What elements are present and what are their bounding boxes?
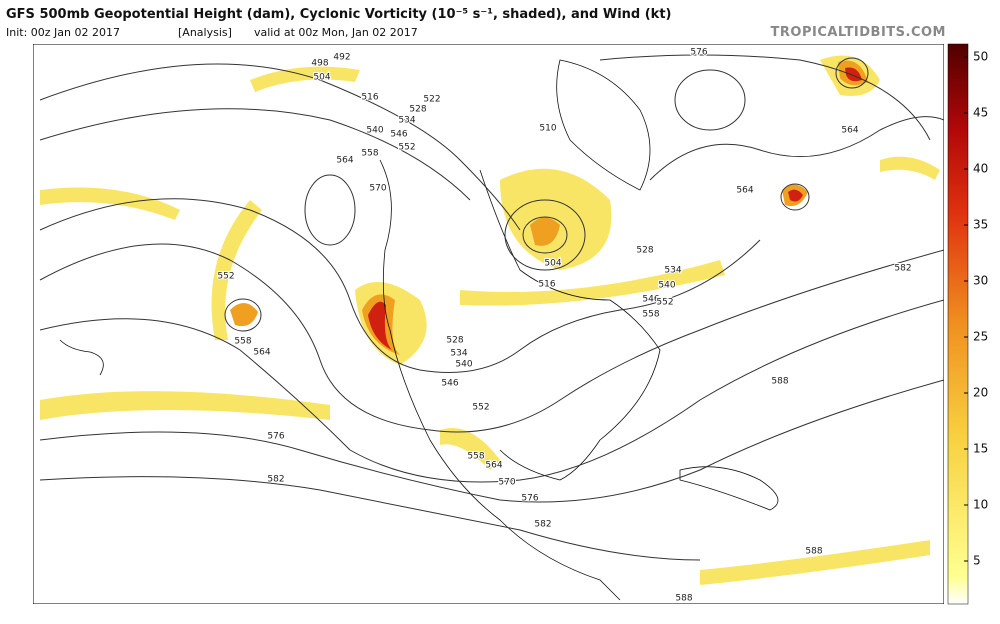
colorbar-tick-label: 20	[973, 386, 988, 400]
colorbar-tick-label: 40	[973, 162, 988, 176]
contour-label: 552	[656, 298, 673, 308]
colorbar-tick-label: 45	[973, 106, 988, 120]
contour-label: 576	[521, 494, 538, 504]
contour-label: 570	[369, 184, 386, 194]
contour-label: 558	[361, 149, 378, 159]
map-frame	[33, 44, 944, 604]
contour-label: 582	[894, 264, 911, 274]
contour-label: 540	[366, 126, 383, 136]
contour-label: 540	[455, 360, 472, 370]
contour-label: 558	[234, 337, 251, 347]
colorbar-tick-label: 25	[973, 330, 988, 344]
colorbar-ticks: 5 10 15 20 25 30 35 40 45 50	[964, 50, 988, 568]
run-type: [Analysis]	[178, 26, 232, 39]
title: GFS 500mb Geopotential Height (dam), Cyc…	[6, 7, 672, 22]
contour-label: 534	[398, 116, 415, 126]
contour-label: 510	[539, 124, 556, 134]
contour-label: 528	[446, 336, 463, 346]
contour-label: 564	[841, 126, 858, 136]
contour-label: 492	[333, 53, 350, 63]
contour-label: 504	[313, 73, 330, 83]
contour-label: 582	[534, 520, 551, 530]
contour-label: 564	[736, 186, 753, 196]
contour-label: 552	[472, 403, 489, 413]
colorbar-tick-label: 5	[973, 554, 981, 568]
contour-label: 552	[217, 272, 234, 282]
contour-label: 528	[409, 105, 426, 115]
contour-label: 582	[267, 475, 284, 485]
contour-label: 504	[544, 259, 561, 269]
contour-label: 552	[398, 143, 415, 153]
contour-label: 564	[253, 348, 270, 358]
colorbar-tick-label: 10	[973, 498, 988, 512]
source: TROPICALTIDBITS.COM	[771, 25, 946, 40]
colorbar-tick-label: 35	[973, 218, 988, 232]
contour-label: 516	[361, 93, 378, 103]
contour-label: 522	[423, 95, 440, 105]
colorbar-tick-label: 50	[973, 50, 988, 64]
contour-label: 576	[690, 48, 707, 58]
contour-label: 558	[642, 310, 659, 320]
init-time: Init: 00z Jan 02 2017	[6, 26, 120, 39]
contour-label: 534	[664, 266, 681, 276]
contour-label: 564	[485, 461, 502, 471]
contour-label: 588	[805, 547, 822, 557]
contour-label: 588	[675, 594, 692, 604]
colorbar	[947, 43, 969, 605]
colorbar-tick-label: 15	[973, 442, 988, 456]
contour-label: 564	[336, 156, 353, 166]
contour-label: 570	[498, 478, 515, 488]
contour-label: 546	[390, 130, 407, 140]
valid-time: valid at 00z Mon, Jan 02 2017	[254, 26, 418, 39]
colorbar-tick-label: 30	[973, 274, 988, 288]
contour-label: 528	[636, 246, 653, 256]
contour-label: 534	[450, 349, 467, 359]
contour-label: 516	[538, 280, 555, 290]
vorticity	[40, 55, 940, 585]
contour-label: 588	[771, 377, 788, 387]
coastlines	[59, 59, 779, 601]
contour-label: 498	[311, 59, 328, 69]
contour-label: 546	[642, 295, 659, 305]
contour-label: 540	[658, 281, 675, 291]
height-contours	[39, 54, 944, 561]
contour-label: 576	[267, 432, 284, 442]
contour-label: 558	[467, 452, 484, 462]
contour-label: 546	[441, 379, 458, 389]
